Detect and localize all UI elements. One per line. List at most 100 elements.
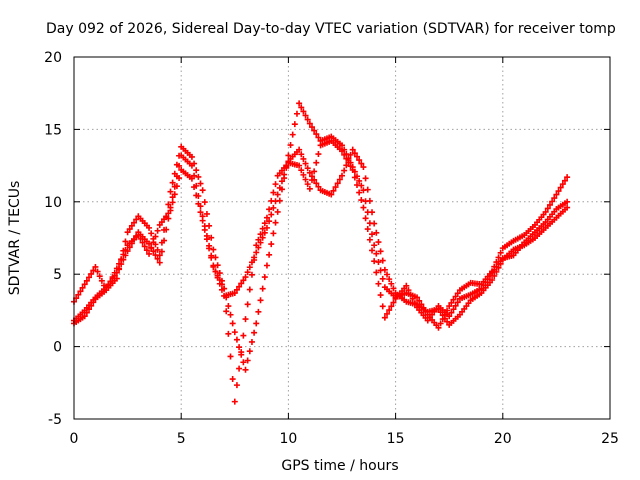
data-point — [118, 256, 125, 263]
data-point — [83, 309, 90, 316]
data-point — [489, 276, 496, 283]
data-point — [195, 173, 202, 180]
data-point — [270, 204, 277, 211]
data-point — [165, 201, 172, 208]
data-point — [289, 131, 296, 138]
data-point — [371, 242, 378, 249]
data-point — [354, 153, 361, 160]
data-point — [158, 248, 165, 255]
data-point — [377, 292, 384, 299]
data-point — [300, 155, 307, 162]
data-point — [150, 248, 157, 255]
data-point — [146, 240, 153, 247]
data-point — [373, 229, 380, 236]
data-point — [246, 348, 253, 355]
y-axis-label: SDTVAR / TECUs — [7, 181, 23, 296]
x-tick-label: 15 — [387, 431, 405, 447]
x-tick-label: 10 — [279, 431, 297, 447]
data-point — [191, 160, 198, 167]
data-point — [542, 208, 549, 215]
data-point — [409, 295, 416, 302]
data-point — [236, 283, 243, 290]
data-point — [315, 134, 322, 141]
data-point — [92, 263, 99, 270]
data-point — [313, 159, 320, 166]
data-point — [231, 398, 238, 405]
data-point — [272, 219, 279, 226]
y-tick-label: 0 — [53, 340, 62, 356]
data-point — [388, 303, 395, 310]
data-point — [311, 127, 318, 134]
data-point — [308, 124, 315, 131]
data-point — [377, 267, 384, 274]
data-point — [375, 280, 382, 287]
data-point — [266, 218, 273, 225]
data-point — [227, 311, 234, 318]
x-axis-label: GPS time / hours — [281, 458, 398, 474]
data-point — [126, 226, 133, 233]
data-point — [403, 282, 410, 289]
data-point — [171, 191, 178, 198]
data-point — [161, 226, 168, 233]
data-point — [375, 259, 382, 266]
data-point — [154, 227, 161, 234]
data-point — [248, 338, 255, 345]
data-point — [98, 277, 105, 284]
data-point — [287, 142, 294, 149]
data-point — [347, 163, 354, 170]
data-point — [251, 257, 258, 264]
data-point — [242, 366, 249, 373]
data-point — [242, 274, 249, 281]
data-point — [141, 243, 148, 250]
data-point — [218, 281, 225, 288]
data-point — [330, 187, 337, 194]
data-point — [414, 294, 421, 301]
data-point — [86, 306, 93, 313]
data-point — [266, 251, 273, 258]
data-point — [229, 320, 236, 327]
data-point — [278, 186, 285, 193]
data-point — [360, 204, 367, 211]
data-point — [375, 239, 382, 246]
data-point — [418, 301, 425, 308]
data-point — [360, 187, 367, 194]
data-point — [274, 208, 281, 215]
data-point — [268, 197, 275, 204]
data-point — [229, 376, 236, 383]
data-point — [435, 324, 442, 331]
data-point — [362, 198, 369, 205]
data-point — [373, 269, 380, 276]
data-point — [339, 148, 345, 155]
data-point — [261, 220, 268, 227]
data-point — [176, 152, 183, 159]
data-point — [210, 246, 217, 253]
data-point — [116, 260, 123, 267]
data-point — [233, 336, 240, 343]
data-point — [251, 329, 258, 336]
data-point — [298, 104, 305, 111]
data-series-1 — [71, 146, 571, 328]
data-point — [266, 206, 273, 213]
data-point — [255, 308, 262, 315]
data-point — [334, 180, 341, 187]
data-point — [364, 209, 371, 216]
data-point — [296, 162, 303, 169]
data-point — [150, 239, 157, 246]
data-point — [349, 166, 356, 173]
axis-ticks — [73, 56, 611, 420]
data-point — [248, 271, 255, 278]
data-series-group — [71, 100, 571, 405]
data-point — [416, 297, 423, 304]
data-point — [446, 303, 453, 310]
data-point — [332, 184, 339, 191]
data-point — [302, 112, 309, 119]
data-point — [113, 275, 120, 282]
data-point — [236, 344, 243, 351]
data-point — [96, 273, 103, 280]
data-series-2 — [71, 100, 571, 373]
data-point — [298, 167, 305, 174]
data-point — [173, 161, 180, 168]
data-point — [156, 252, 163, 259]
data-point — [373, 250, 380, 257]
data-point — [195, 200, 202, 207]
